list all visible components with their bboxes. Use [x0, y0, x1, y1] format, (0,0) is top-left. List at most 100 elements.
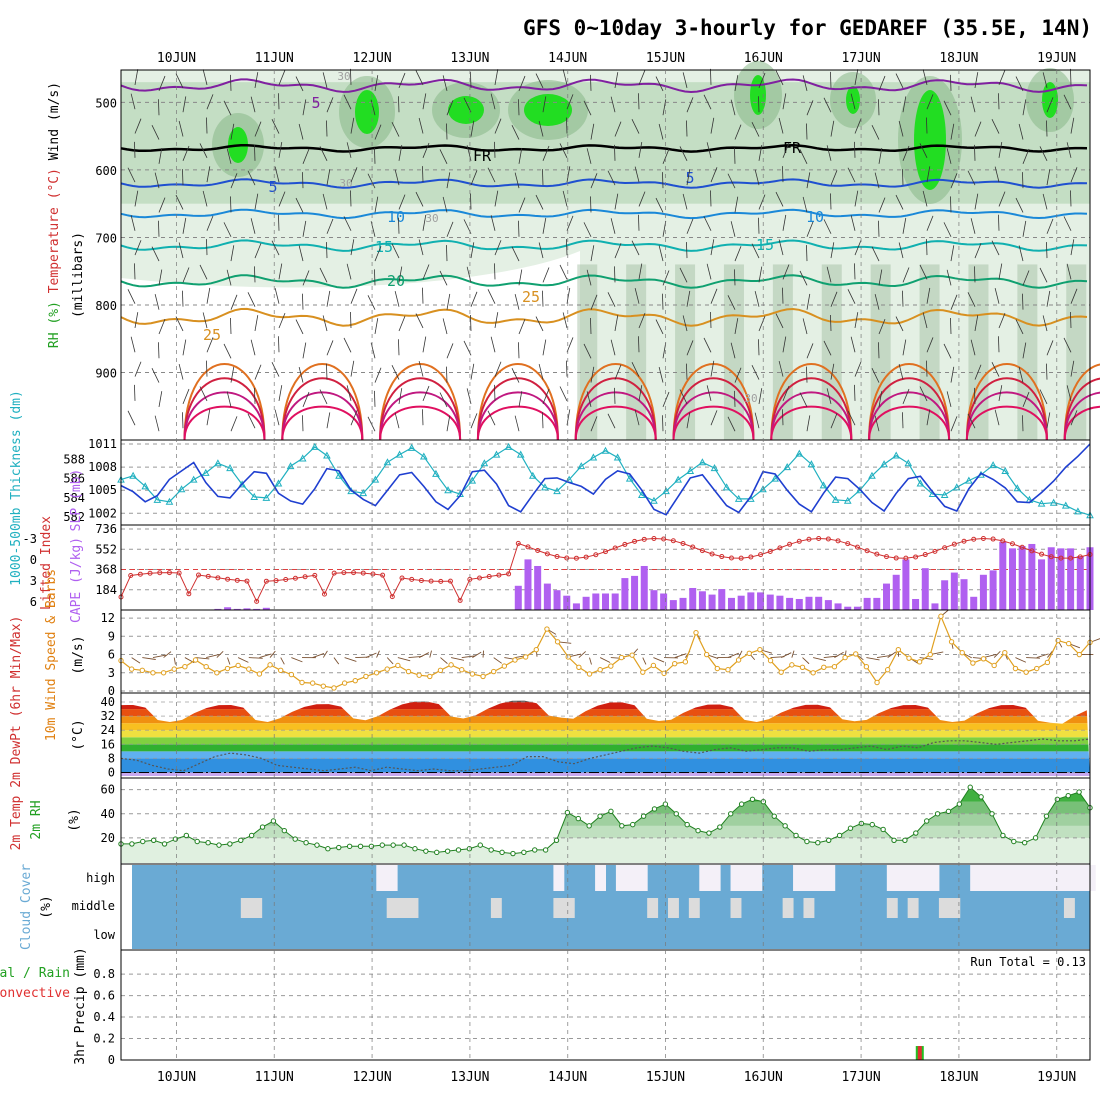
- lifted-index-marker: [292, 575, 298, 581]
- wind-barb: [590, 196, 592, 213]
- wind-barb: [806, 415, 811, 432]
- lifted-index-marker: [137, 571, 143, 577]
- wind-barb: [1066, 385, 1072, 401]
- wind10-marker: [480, 673, 486, 680]
- wind-barb: [926, 409, 931, 426]
- wind-barb: [974, 315, 979, 332]
- wind-barb: [874, 415, 880, 432]
- wind-barb: [830, 413, 838, 429]
- thickness-marker: [710, 464, 719, 472]
- wind10-marker: [192, 657, 199, 663]
- diurnal-contour: [965, 391, 1048, 441]
- pressure-tick-label: 900: [95, 366, 117, 380]
- wind-barb: [1022, 342, 1027, 359]
- wind-barb: [1042, 315, 1048, 332]
- temp-tick-label: 40: [101, 695, 115, 709]
- wind-barb: [374, 246, 382, 262]
- wind-barb: [322, 193, 328, 210]
- rh-marker: [325, 846, 331, 852]
- wind10-barb: [983, 653, 997, 659]
- wind-barb: [230, 173, 238, 189]
- wind10-marker: [938, 613, 944, 619]
- rh-marker: [390, 842, 396, 848]
- wind-barb: [226, 148, 232, 164]
- wind10-barb: [472, 651, 482, 658]
- wind-barb: [374, 318, 379, 335]
- wind10-barb: [1015, 657, 1027, 663]
- wind10-marker: [256, 671, 263, 677]
- wind-barb: [823, 219, 832, 234]
- lifted-index-marker: [389, 594, 395, 600]
- wind-barb: [127, 289, 136, 304]
- contour-10c: [120, 208, 1088, 220]
- precip-tick-label: 0.8: [93, 967, 115, 981]
- slp-axis-title: SLP (mb): [69, 469, 84, 532]
- wind-barb: [854, 118, 862, 134]
- wind-barb: [682, 315, 688, 332]
- wind-barb: [614, 315, 619, 332]
- cape-bar: [572, 603, 580, 610]
- cape-bar: [1057, 548, 1065, 610]
- thickness-marker: [759, 485, 767, 493]
- wind-barb: [830, 193, 832, 210]
- wind-barb: [542, 412, 544, 429]
- cloud-middle-gap: [386, 898, 398, 918]
- lifted-index-marker: [1048, 554, 1054, 560]
- wind-barb: [998, 385, 1003, 401]
- cape-bar: [602, 593, 609, 610]
- date-label-bottom: 17JUN: [842, 1070, 881, 1085]
- wind-barb: [1066, 263, 1072, 280]
- wind-barb: [295, 319, 304, 335]
- wind10-marker: [459, 667, 465, 673]
- wind-barb: [758, 217, 760, 234]
- cape-bar: [233, 608, 241, 610]
- wind10-barb: [333, 657, 340, 665]
- wind-barb: [439, 392, 448, 408]
- wind-barb: [758, 194, 766, 210]
- rh-marker: [738, 801, 745, 807]
- wind10-marker: [490, 668, 497, 675]
- rh-marker: [553, 837, 560, 843]
- wind-barb: [610, 339, 616, 356]
- wind-barb: [206, 94, 214, 110]
- cape-bar: [1047, 547, 1055, 610]
- date-label-top: 12JUN: [353, 51, 392, 66]
- wind-barb: [1070, 68, 1072, 85]
- rh-marker: [662, 801, 669, 807]
- wind10-barb: [887, 651, 897, 658]
- wind-barb: [727, 416, 736, 432]
- cape-tick-label: 368: [95, 563, 117, 577]
- wind-barb: [638, 336, 640, 353]
- wind10-marker: [810, 670, 816, 676]
- precip-tick-label: 0.6: [93, 989, 115, 1003]
- cloud-high-gap: [991, 865, 1002, 891]
- lifted-index-marker: [244, 578, 250, 584]
- lifted-index-marker: [980, 535, 986, 541]
- thickness-marker: [722, 483, 731, 491]
- wind-barb: [226, 391, 232, 407]
- lifted-index-marker: [1039, 551, 1045, 557]
- wind-barb: [182, 145, 190, 161]
- cloud-high-gap: [907, 865, 919, 891]
- cloud-high-gap: [699, 865, 711, 891]
- wind-barb: [254, 266, 256, 283]
- wind-barb: [686, 340, 694, 356]
- diurnal-contour: [672, 377, 755, 441]
- wind-barb: [350, 190, 352, 207]
- wind-barb: [658, 245, 664, 262]
- wind-barb: [658, 366, 664, 383]
- wind-barb: [686, 412, 691, 429]
- wind-barb: [1046, 242, 1048, 259]
- cape-bar: [243, 608, 251, 610]
- wind-barb: [274, 409, 280, 426]
- wind-barb: [134, 263, 136, 280]
- wind10-marker: [576, 664, 582, 670]
- lifted-index-marker: [632, 538, 638, 544]
- wind-barb: [686, 218, 694, 234]
- wind-barb: [878, 99, 880, 116]
- wind-barb: [302, 293, 304, 310]
- rh-marker: [150, 837, 157, 843]
- cape-bar: [698, 591, 706, 610]
- lifted-index-marker: [777, 545, 783, 551]
- wind-barb: [487, 289, 496, 304]
